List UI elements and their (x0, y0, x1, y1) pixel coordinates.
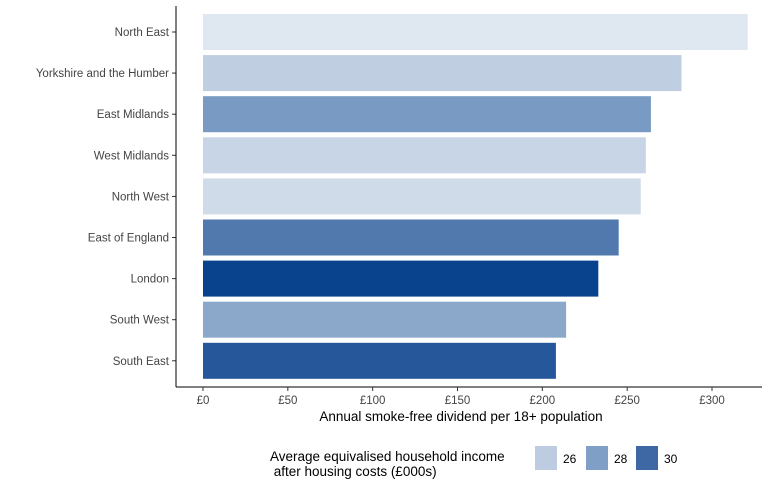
category-label-east-of-england: East of England (88, 233, 169, 245)
bar-south-west (203, 301, 567, 338)
x-axis-title: Annual smoke-free dividend per 18+ popul… (319, 409, 602, 424)
x-tick-label-0: £0 (197, 395, 210, 407)
bar-east-midlands (203, 96, 651, 133)
legend-title-line-1: Average equivalised household income (270, 449, 505, 464)
x-tick-label-200: £200 (530, 395, 556, 407)
x-tick-label-250: £250 (614, 395, 640, 407)
category-label-south-east: South East (113, 356, 170, 368)
legend-label-26: 26 (563, 452, 577, 466)
bar-north-west (203, 178, 641, 215)
x-tick-label-300: £300 (699, 395, 725, 407)
legend-key-26 (535, 446, 557, 470)
x-tick-label-100: £100 (360, 395, 386, 407)
bar-north-east (203, 14, 748, 50)
x-tick-label-150: £150 (445, 395, 471, 407)
bar-west-midlands (203, 137, 646, 174)
bar-london (203, 260, 599, 297)
legend-keys: 26 28 30 (535, 446, 678, 470)
x-axis-ticks: £0 £50 £100 £150 £200 £250 £300 (197, 387, 725, 407)
category-label-east-midlands: East Midlands (97, 109, 169, 121)
legend-label-28: 28 (614, 452, 628, 466)
bar-south-east (203, 342, 556, 379)
category-label-yorkshire-and-the-humber: Yorkshire and the Humber (36, 68, 169, 80)
legend-key-28 (586, 446, 608, 470)
category-label-north-west: North West (112, 191, 170, 203)
bars (203, 14, 748, 379)
category-label-london: London (131, 274, 169, 286)
category-label-west-midlands: West Midlands (94, 150, 169, 162)
category-label-south-west: South West (110, 315, 170, 327)
bar-yorkshire-and-the-humber (203, 55, 682, 92)
legend-label-30: 30 (664, 452, 678, 466)
legend-title-line-2: after housing costs (£000s) (270, 464, 437, 479)
legend: Average equivalised household income aft… (270, 446, 678, 479)
category-labels: North East Yorkshire and the Humber East M… (36, 27, 176, 368)
category-label-north-east: North East (115, 27, 170, 39)
legend-key-30 (636, 446, 658, 470)
bar-east-of-england (203, 219, 619, 256)
x-tick-label-50: £50 (278, 395, 297, 407)
legend-title: Average equivalised household income aft… (270, 449, 508, 479)
